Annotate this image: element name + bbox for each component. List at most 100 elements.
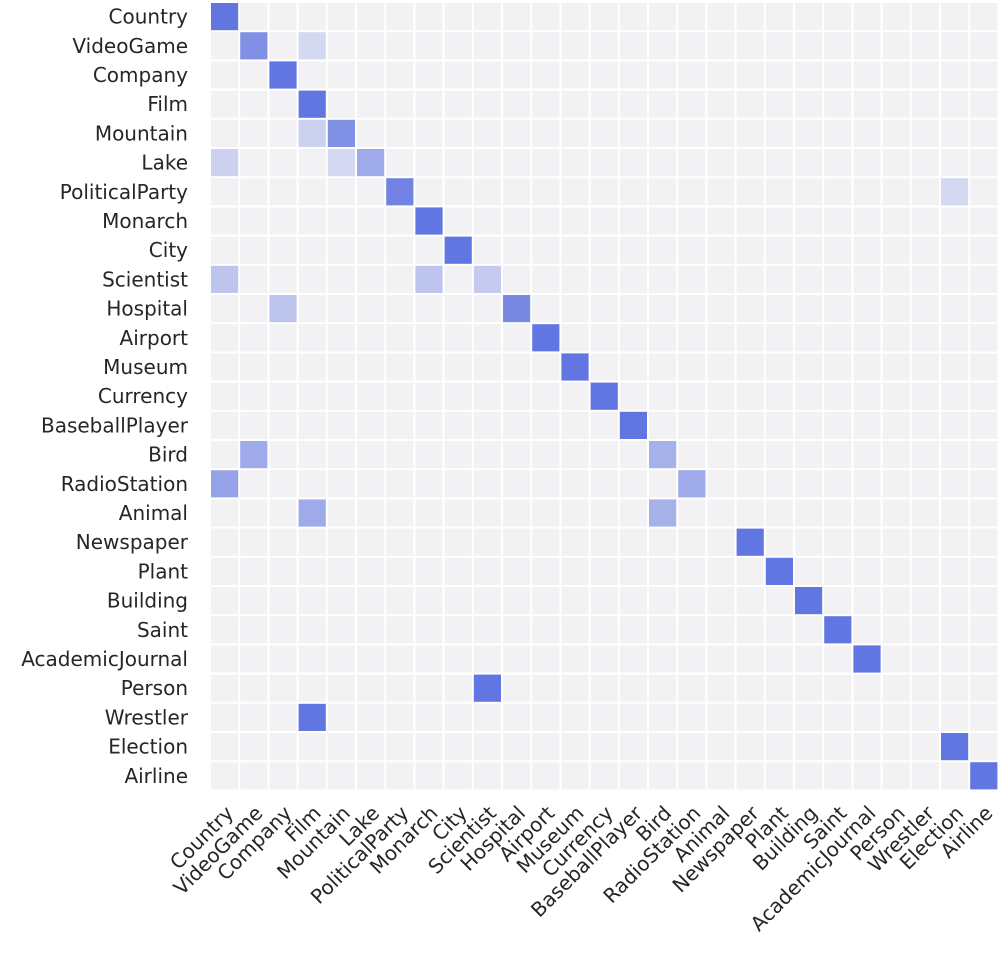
heatmap-cell (941, 645, 969, 673)
heatmap-cell (911, 178, 939, 206)
heatmap-cell (941, 207, 969, 235)
heatmap-cell (561, 674, 589, 702)
heatmap-cell (357, 733, 385, 761)
heatmap-cell (561, 528, 589, 556)
heatmap-cell (357, 236, 385, 264)
heatmap-cell (882, 587, 910, 615)
heatmap-cell (386, 119, 414, 147)
heatmap-cell (970, 32, 998, 60)
heatmap-cell (882, 557, 910, 585)
heatmap-cell (619, 207, 647, 235)
heatmap-cell (561, 441, 589, 469)
heatmap-cell (795, 32, 823, 60)
heatmap-cell (678, 645, 706, 673)
heatmap-cell (415, 236, 443, 264)
heatmap-cell (269, 528, 297, 556)
heatmap-cell (298, 295, 326, 323)
heatmap-cell (386, 382, 414, 410)
heatmap-cell (415, 207, 443, 235)
heatmap-cell (211, 703, 239, 731)
heatmap-cell (795, 353, 823, 381)
heatmap-cell (941, 32, 969, 60)
heatmap-cell (619, 587, 647, 615)
heatmap-cell (211, 645, 239, 673)
heatmap-cell (561, 587, 589, 615)
heatmap-cell (824, 32, 852, 60)
heatmap-cell (649, 528, 677, 556)
heatmap-cell (415, 265, 443, 293)
heatmap-cell (678, 616, 706, 644)
heatmap-cell (298, 762, 326, 790)
heatmap-cell (678, 90, 706, 118)
heatmap-cell (590, 207, 618, 235)
heatmap-cell (503, 90, 531, 118)
heatmap-cell (678, 265, 706, 293)
heatmap-cell (590, 528, 618, 556)
heatmap-cell (590, 762, 618, 790)
heatmap-cell (211, 178, 239, 206)
heatmap-cell (795, 470, 823, 498)
heatmap-cell (561, 178, 589, 206)
heatmap-cell (327, 61, 355, 89)
heatmap-cell (357, 616, 385, 644)
row-label: Airline (124, 764, 188, 788)
heatmap-cell (707, 3, 735, 31)
heatmap-cell (765, 90, 793, 118)
heatmap-cell (240, 61, 268, 89)
heatmap-cell (415, 557, 443, 585)
heatmap-cell (649, 645, 677, 673)
heatmap-cell (707, 411, 735, 439)
heatmap-cell (590, 499, 618, 527)
heatmap-cell (911, 149, 939, 177)
heatmap-cell (765, 119, 793, 147)
heatmap-cell (532, 353, 560, 381)
heatmap-cell (473, 587, 501, 615)
heatmap-cell (444, 61, 472, 89)
heatmap-cell (707, 324, 735, 352)
heatmap-cell (473, 3, 501, 31)
heatmap-cell (911, 587, 939, 615)
heatmap-cell (415, 645, 443, 673)
heatmap-cell (357, 674, 385, 702)
heatmap-cell (503, 236, 531, 264)
heatmap-cell (736, 470, 764, 498)
heatmap-cell (211, 119, 239, 147)
heatmap-cell (357, 295, 385, 323)
heatmap-cell (327, 149, 355, 177)
heatmap-cell (561, 411, 589, 439)
heatmap-cell (941, 470, 969, 498)
heatmap-cell (736, 32, 764, 60)
heatmap-cell (386, 762, 414, 790)
heatmap-cell (824, 3, 852, 31)
heatmap-cell (824, 645, 852, 673)
heatmap-cell (444, 207, 472, 235)
heatmap-cell (561, 353, 589, 381)
heatmap-cell (707, 499, 735, 527)
row-label: Country (109, 5, 189, 29)
heatmap-cell (211, 32, 239, 60)
heatmap-cell (590, 90, 618, 118)
heatmap-cell (211, 382, 239, 410)
heatmap-cell (473, 762, 501, 790)
heatmap-cell (211, 733, 239, 761)
heatmap-cell (736, 353, 764, 381)
heatmap-cell (824, 470, 852, 498)
heatmap-cell (941, 178, 969, 206)
heatmap-cell (649, 61, 677, 89)
heatmap-cell (590, 178, 618, 206)
heatmap-cell (795, 528, 823, 556)
heatmap-cell (240, 762, 268, 790)
heatmap-cell (678, 295, 706, 323)
heatmap-cell (269, 441, 297, 469)
heatmap-cell (678, 207, 706, 235)
heatmap-cell (532, 90, 560, 118)
heatmap-cell (824, 119, 852, 147)
row-label: Lake (141, 151, 188, 175)
heatmap-cell (240, 470, 268, 498)
heatmap-cell (590, 382, 618, 410)
heatmap-cell (911, 470, 939, 498)
heatmap-cell (765, 557, 793, 585)
heatmap-cell (824, 295, 852, 323)
heatmap-cell (327, 470, 355, 498)
heatmap-cell (765, 528, 793, 556)
